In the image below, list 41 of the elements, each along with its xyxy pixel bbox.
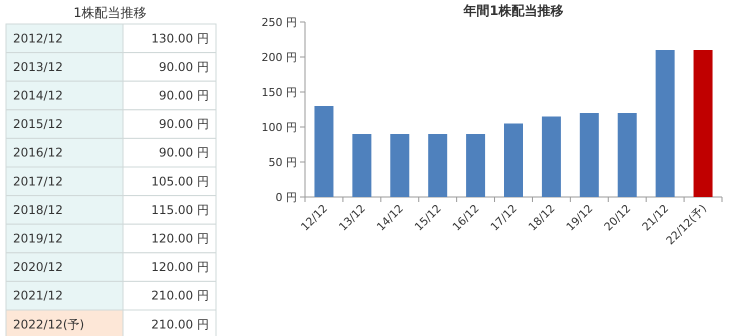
category-label: 2012/12	[13, 31, 63, 46]
category-label: 2013/12	[13, 60, 63, 74]
y-tick-label: 50 円	[268, 156, 297, 169]
bar	[504, 124, 523, 197]
bar	[656, 50, 675, 197]
category-label: 2018/12	[13, 202, 63, 217]
y-tick-label: 0 円	[276, 191, 297, 204]
category-label: 2020/12	[13, 260, 63, 274]
bar	[618, 113, 637, 197]
bar	[694, 50, 713, 197]
chart-title: 年間1株配当推移	[462, 4, 564, 19]
category-label: 2021/12	[13, 288, 63, 303]
text: 90.00 円	[158, 117, 209, 132]
bar	[466, 134, 486, 197]
text: 90.00 円	[158, 146, 209, 160]
text: 1株配当推移	[73, 6, 147, 21]
y-tick-label: 150 円	[262, 86, 297, 99]
text: 130.00 円	[151, 31, 209, 46]
y-tick-label: 100 円	[262, 121, 297, 134]
text: 115.00 円	[151, 202, 209, 217]
bar	[352, 134, 372, 197]
category-label: 2017/12	[13, 174, 63, 188]
bar	[314, 106, 334, 197]
text: 90.00 円	[158, 88, 209, 102]
text: 120.00 円	[151, 260, 209, 274]
text: 210.00 円	[151, 288, 209, 303]
bar	[428, 134, 448, 197]
bar	[390, 134, 410, 197]
category-label: 2015/12	[13, 117, 63, 132]
bar	[580, 113, 599, 197]
bar	[542, 116, 561, 197]
category-label: 2016/12	[13, 146, 63, 160]
category-label: 2014/12	[13, 88, 63, 102]
y-tick-label: 200 円	[262, 51, 297, 64]
y-tick-label: 250 円	[262, 16, 297, 29]
text: 90.00 円	[158, 60, 209, 74]
category-label: 2019/12	[13, 232, 63, 246]
text: 210.00 円	[151, 317, 209, 332]
text: 120.00 円	[151, 232, 209, 246]
text: 105.00 円	[151, 174, 209, 188]
category-label: 2022/12(予)	[13, 317, 84, 332]
